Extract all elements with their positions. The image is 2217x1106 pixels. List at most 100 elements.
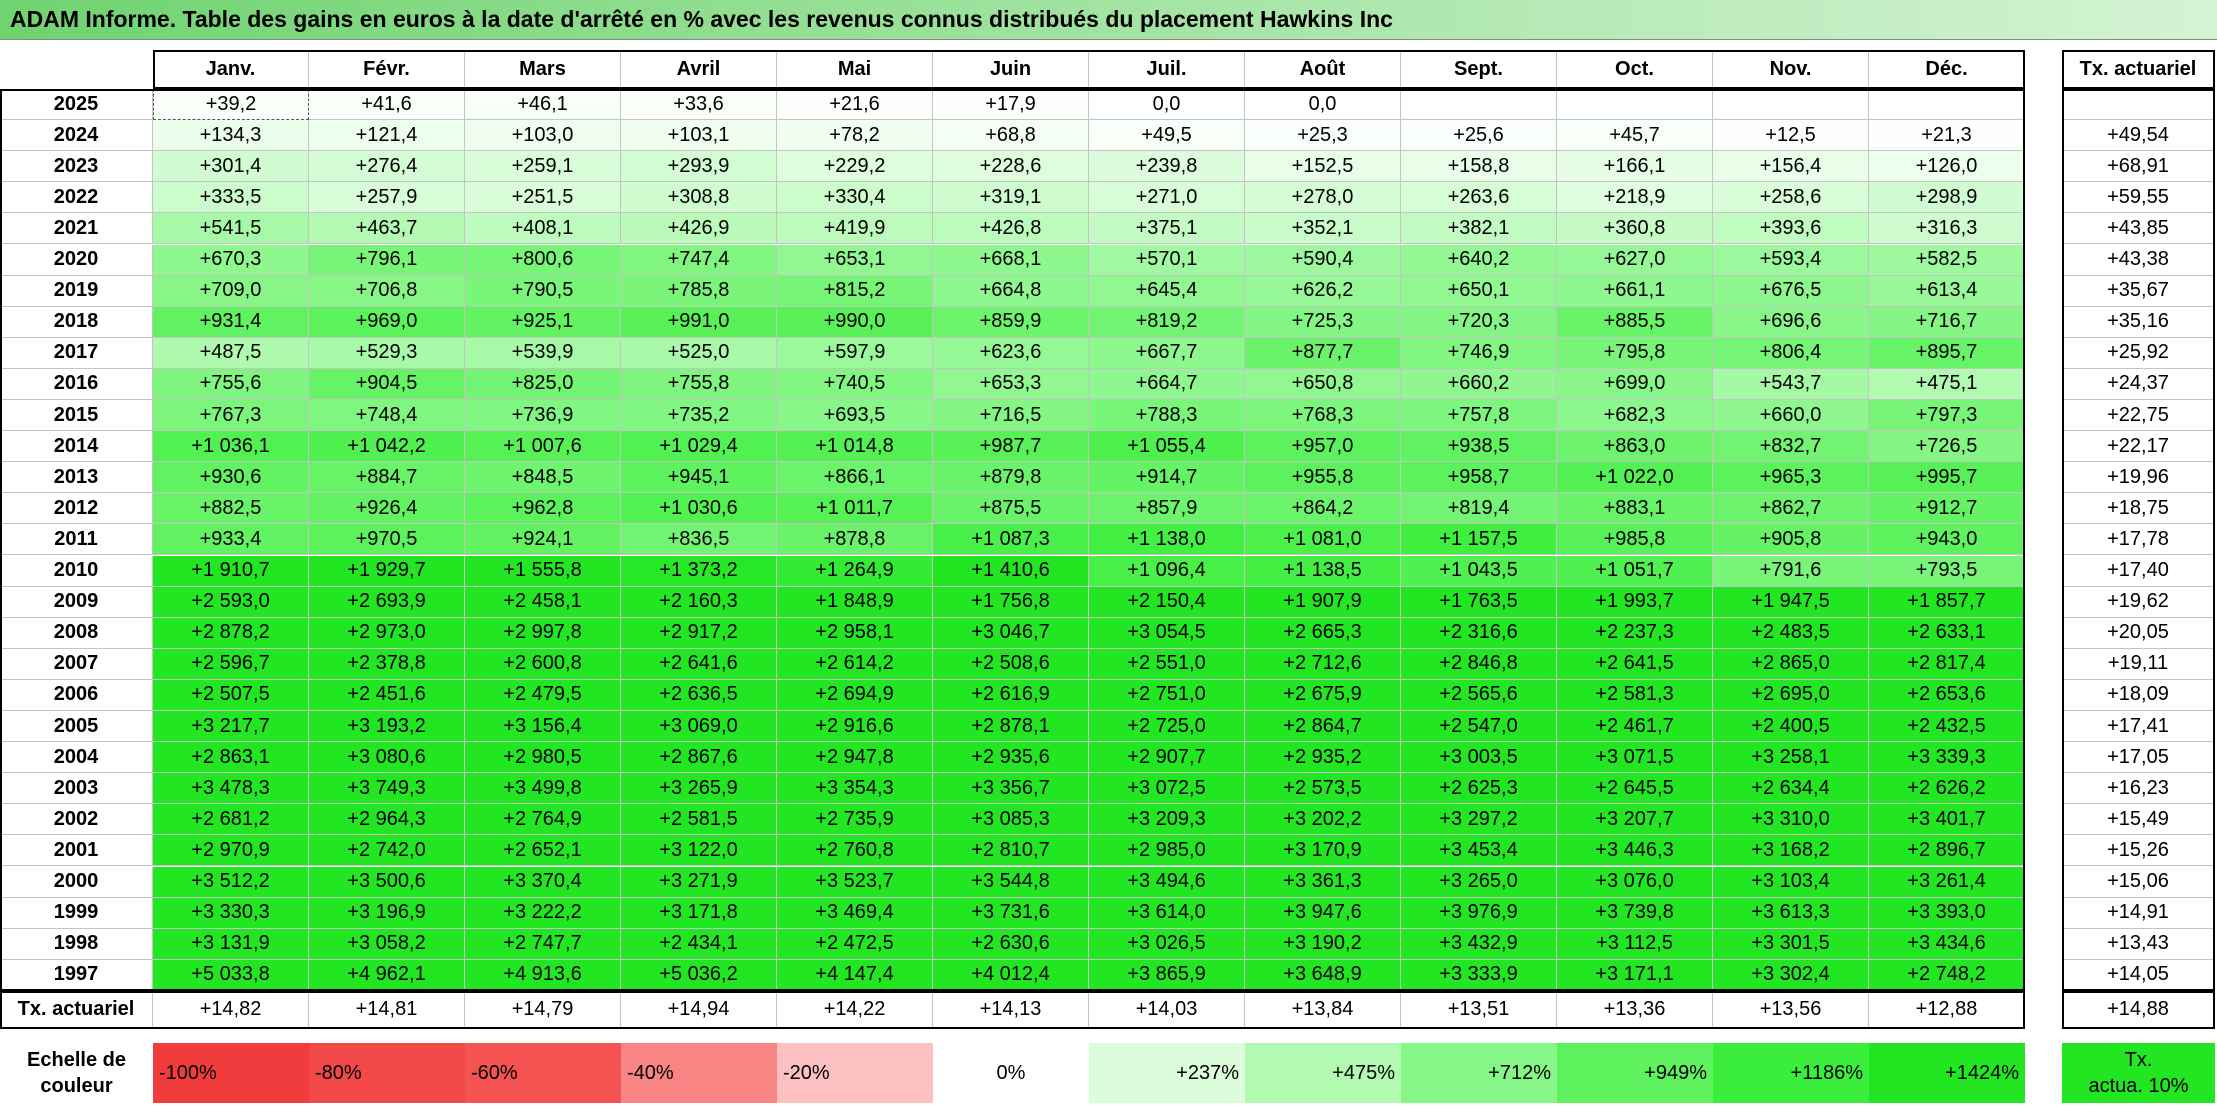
cell: +3 976,9 xyxy=(1401,897,1557,929)
cell: +2 581,3 xyxy=(1557,679,1713,711)
cell: +3 168,2 xyxy=(1713,835,1869,867)
cell: +3 330,3 xyxy=(153,897,309,929)
cell: +2 645,5 xyxy=(1557,773,1713,805)
row-header: 2003 xyxy=(0,773,153,805)
cell: +1 993,7 xyxy=(1557,586,1713,618)
cell: +5 033,8 xyxy=(153,959,309,991)
cell: +301,4 xyxy=(153,151,309,183)
row-header: 2007 xyxy=(0,648,153,680)
cell: +664,8 xyxy=(933,275,1089,307)
scale-stop: +237% xyxy=(1089,1043,1245,1103)
cell: +2 616,9 xyxy=(933,679,1089,711)
cell: +3 512,2 xyxy=(153,866,309,898)
cell: +796,1 xyxy=(309,244,465,276)
cell: +2 865,0 xyxy=(1713,648,1869,680)
cell: +2 483,5 xyxy=(1713,617,1869,649)
total-cell xyxy=(2062,89,2215,121)
cell: +645,4 xyxy=(1089,275,1245,307)
cell: +1 929,7 xyxy=(309,555,465,587)
cell: +2 626,2 xyxy=(1869,773,2025,805)
cell: +747,4 xyxy=(621,244,777,276)
footer-label: Tx. actuariel xyxy=(0,990,153,1029)
cell: +931,4 xyxy=(153,306,309,338)
scale-stop: -60% xyxy=(465,1043,621,1103)
footer-cell: +13,51 xyxy=(1401,990,1557,1029)
row-header: 2012 xyxy=(0,493,153,525)
cell: +4 913,6 xyxy=(465,959,621,991)
cell: +3 446,3 xyxy=(1557,835,1713,867)
cell: +525,0 xyxy=(621,337,777,369)
title: ADAM Informe. Table des gains en euros à… xyxy=(0,0,2217,40)
cell: +2 867,6 xyxy=(621,742,777,774)
cell: +2 751,0 xyxy=(1089,679,1245,711)
cell: +926,4 xyxy=(309,493,465,525)
cell xyxy=(1869,89,2025,121)
scale-stop: -20% xyxy=(777,1043,933,1103)
footer-cell: +14,82 xyxy=(153,990,309,1029)
column-header: Févr. xyxy=(309,50,465,89)
cell: +3 202,2 xyxy=(1245,804,1401,836)
row-header: 2020 xyxy=(0,244,153,276)
cell: +2 547,0 xyxy=(1401,711,1557,743)
cell: +319,1 xyxy=(933,182,1089,214)
row-header: 2014 xyxy=(0,431,153,463)
cell: +2 964,3 xyxy=(309,804,465,836)
cell: +862,7 xyxy=(1713,493,1869,525)
cell: +768,3 xyxy=(1245,400,1401,432)
total-cell: +17,40 xyxy=(2062,555,2215,587)
cell: +895,7 xyxy=(1869,337,2025,369)
cell: +1 138,5 xyxy=(1245,555,1401,587)
cell: +3 261,4 xyxy=(1869,866,2025,898)
cell: +308,8 xyxy=(621,182,777,214)
cell: +1 011,7 xyxy=(777,493,933,525)
cell: +2 472,5 xyxy=(777,928,933,960)
cell: +3 494,6 xyxy=(1089,866,1245,898)
cell: +2 451,6 xyxy=(309,679,465,711)
cell: +626,2 xyxy=(1245,275,1401,307)
cell: +12,5 xyxy=(1713,120,1869,152)
cell: +726,5 xyxy=(1869,431,2025,463)
cell: +228,6 xyxy=(933,151,1089,183)
cell: +676,5 xyxy=(1713,275,1869,307)
cell: +3 112,5 xyxy=(1557,928,1713,960)
cell: +2 581,5 xyxy=(621,804,777,836)
cell: +408,1 xyxy=(465,213,621,245)
cell: +815,2 xyxy=(777,275,933,307)
cell: +393,6 xyxy=(1713,213,1869,245)
cell: +825,0 xyxy=(465,368,621,400)
cell: +866,1 xyxy=(777,462,933,494)
total-cell: +17,41 xyxy=(2062,711,2215,743)
cell: +475,1 xyxy=(1869,368,2025,400)
cell: +426,8 xyxy=(933,213,1089,245)
total-cell: +59,55 xyxy=(2062,182,2215,214)
cell: +885,5 xyxy=(1557,306,1713,338)
cell: +2 237,3 xyxy=(1557,617,1713,649)
cell: +352,1 xyxy=(1245,213,1401,245)
cell: +693,5 xyxy=(777,400,933,432)
scale-stop: +949% xyxy=(1557,1043,1713,1103)
cell: +912,7 xyxy=(1869,493,2025,525)
total-cell: +22,17 xyxy=(2062,431,2215,463)
cell: +426,9 xyxy=(621,213,777,245)
cell: +2 378,8 xyxy=(309,648,465,680)
cell: +943,0 xyxy=(1869,524,2025,556)
cell: +882,5 xyxy=(153,493,309,525)
cell: +2 573,5 xyxy=(1245,773,1401,805)
footer-cell: +13,36 xyxy=(1557,990,1713,1029)
cell: +3 310,0 xyxy=(1713,804,1869,836)
cell: +3 170,9 xyxy=(1245,835,1401,867)
row-header: 2005 xyxy=(0,711,153,743)
cell: 0,0 xyxy=(1245,89,1401,121)
cell: +2 432,5 xyxy=(1869,711,2025,743)
cell: +2 551,0 xyxy=(1089,648,1245,680)
cell: +2 636,5 xyxy=(621,679,777,711)
cell: +877,7 xyxy=(1245,337,1401,369)
cell: +2 935,2 xyxy=(1245,742,1401,774)
scale-stop: +712% xyxy=(1401,1043,1557,1103)
cell: +2 653,6 xyxy=(1869,679,2025,711)
cell: +239,8 xyxy=(1089,151,1245,183)
cell: +3 361,3 xyxy=(1245,866,1401,898)
cell: +3 071,5 xyxy=(1557,742,1713,774)
cell: +103,1 xyxy=(621,120,777,152)
total-cell: +68,91 xyxy=(2062,151,2215,183)
